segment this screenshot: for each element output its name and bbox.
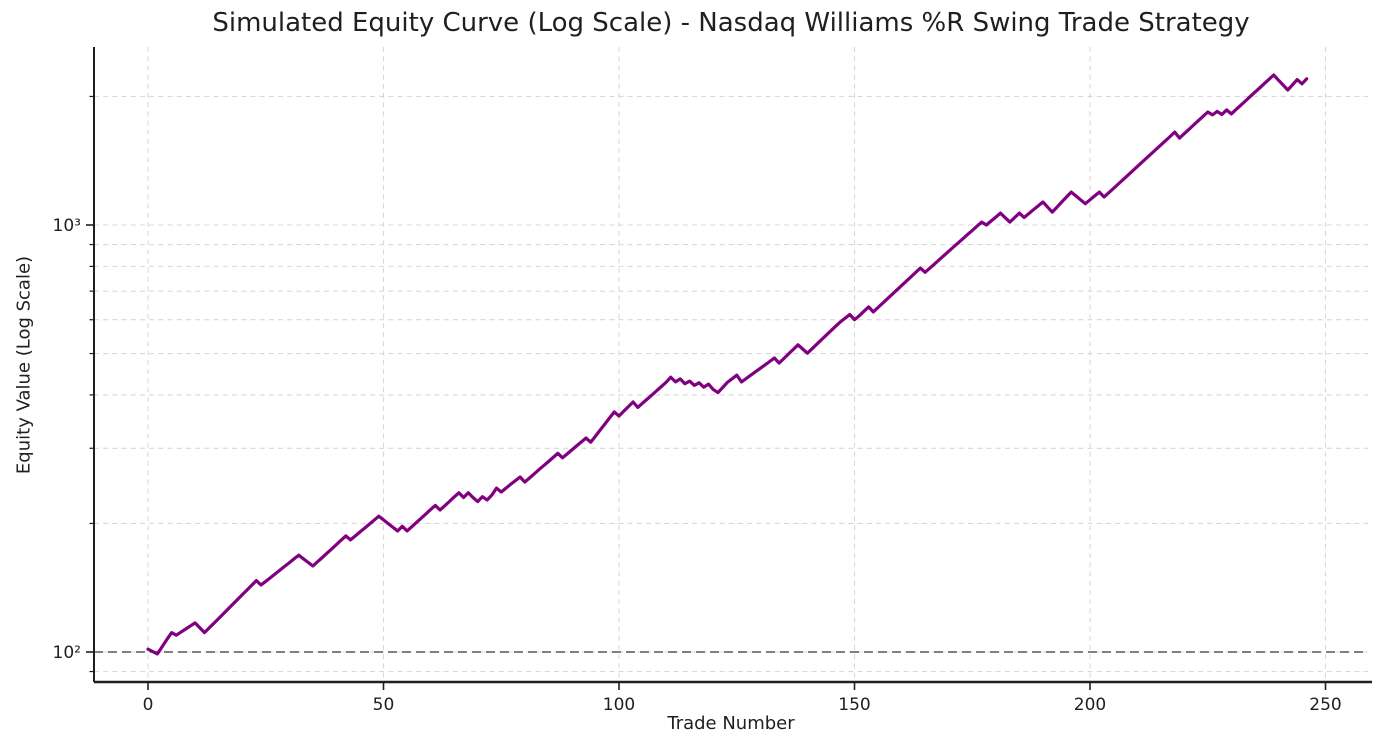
y-tick-label: 10³ <box>53 216 81 236</box>
x-tick-label: 200 <box>1074 695 1106 715</box>
x-tick-label: 250 <box>1309 695 1341 715</box>
equity-curve-line <box>146 73 1309 656</box>
y-axis-label: Equity Value (Log Scale) <box>13 255 35 475</box>
chart-title: Simulated Equity Curve (Log Scale) - Nas… <box>212 8 1250 38</box>
x-axis-label: Trade Number <box>667 713 795 734</box>
x-tick-label: 100 <box>603 695 635 715</box>
x-tick-label: 0 <box>143 695 154 715</box>
x-tick-label: 50 <box>373 695 395 715</box>
y-tick-label: 10² <box>53 643 81 663</box>
x-tick-label: 150 <box>838 695 870 715</box>
